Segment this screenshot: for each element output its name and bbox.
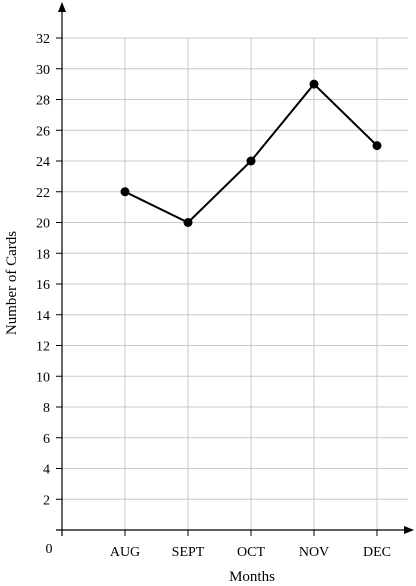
- y-tick-label: 22: [36, 186, 50, 201]
- axes: [56, 2, 414, 536]
- y-tick-label: 26: [36, 124, 50, 139]
- y-tick-label: 8: [43, 401, 50, 416]
- x-tick-label: OCT: [237, 545, 265, 560]
- data-point: [372, 141, 382, 151]
- y-tick-label: 32: [36, 32, 50, 47]
- y-tick-label: 10: [36, 370, 50, 385]
- y-tick-label: 24: [36, 155, 50, 170]
- y-tick-label: 30: [36, 63, 50, 78]
- origin-label: 0: [46, 542, 53, 557]
- ticks: [56, 37, 378, 536]
- data-point: [120, 187, 130, 197]
- series: [120, 79, 382, 227]
- x-tick-label: AUG: [110, 545, 140, 560]
- y-tick-label: 12: [36, 340, 50, 355]
- x-tick-label: SEPT: [172, 545, 205, 560]
- data-point: [309, 79, 319, 89]
- y-tick-label: 20: [36, 217, 50, 232]
- y-axis-title: Number of Cards: [4, 231, 20, 335]
- x-axis-arrow: [404, 526, 414, 534]
- y-tick-label: 28: [36, 94, 50, 109]
- y-tick-label: 2: [43, 493, 50, 508]
- grid: [62, 37, 408, 530]
- x-tick-label: NOV: [299, 545, 329, 560]
- y-tick-label: 14: [36, 309, 50, 324]
- y-tick-label: 18: [36, 247, 50, 262]
- data-point: [246, 156, 256, 166]
- y-tick-label: 6: [43, 432, 50, 447]
- y-tick-label: 4: [43, 463, 50, 478]
- y-axis-arrow: [58, 2, 66, 12]
- x-tick-label: DEC: [363, 545, 391, 560]
- x-axis-title: Months: [229, 569, 275, 585]
- y-tick-label: 16: [36, 278, 50, 293]
- data-point: [183, 218, 193, 227]
